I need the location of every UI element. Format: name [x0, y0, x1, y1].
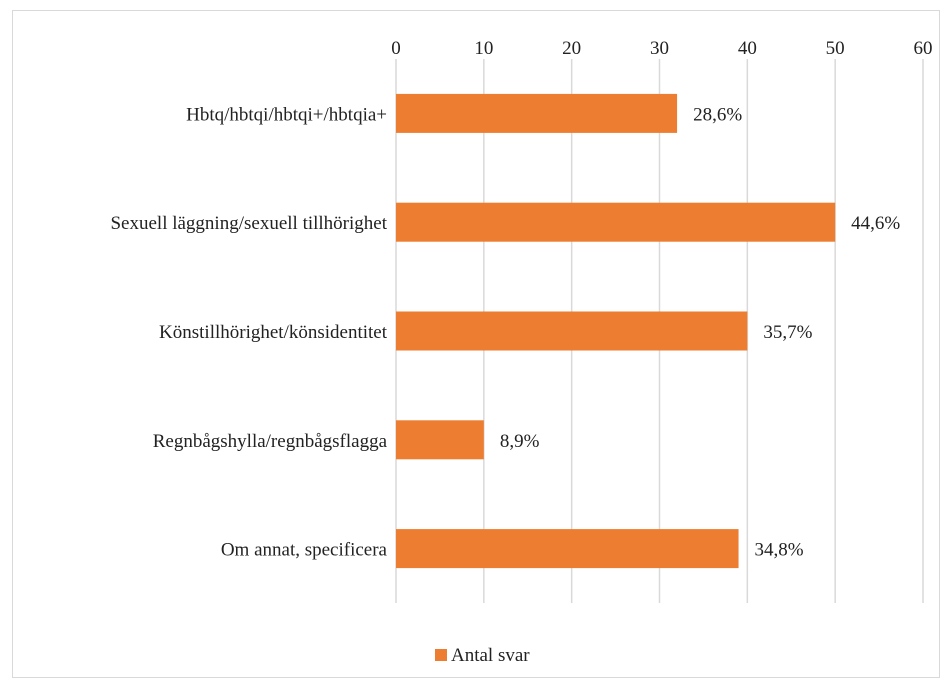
category-label: Hbtq/hbtqi/hbtqi+/hbtqia+	[186, 104, 387, 125]
category-label: Sexuell läggning/sexuell tillhörighet	[110, 213, 387, 234]
x-tick-label: 20	[562, 38, 581, 59]
bars	[396, 93, 836, 569]
horizontal-bar-chart: 0 10 20 30 40 50 60 Hbtq/hbtqi/hbtqi+/hbtqia+ S…	[110, 38, 932, 666]
x-tick-label: 40	[738, 38, 757, 59]
x-tick-label: 10	[474, 38, 493, 59]
bar	[396, 93, 678, 133]
data-label: 34,8%	[755, 540, 804, 561]
x-tick-label: 60	[914, 38, 933, 59]
category-labels: Hbtq/hbtqi/hbtqi+/hbtqia+ Sexuell läggnin…	[110, 104, 387, 560]
bar	[396, 202, 836, 242]
legend-swatch	[435, 649, 447, 661]
data-labels: 28,6% 44,6% 35,7% 8,9% 34,8%	[500, 104, 901, 560]
category-label: Om annat, specificera	[221, 540, 388, 561]
chart-frame: 0 10 20 30 40 50 60 Hbtq/hbtqi/hbtqi+/hbtqia+ S…	[12, 10, 940, 678]
legend-label: Antal svar	[451, 645, 530, 666]
x-tick-label: 0	[391, 38, 401, 59]
category-label: Könstillhörighet/könsidentitet	[159, 322, 388, 343]
data-label: 44,6%	[851, 213, 900, 234]
legend: Antal svar	[435, 645, 530, 666]
data-label: 8,9%	[500, 431, 540, 452]
bar	[396, 311, 748, 351]
x-tick-label: 30	[650, 38, 669, 59]
category-label: Regnbågshylla/regnbågsflagga	[153, 431, 388, 452]
x-tick-label: 50	[826, 38, 845, 59]
bar	[396, 420, 484, 460]
x-axis-tick-labels: 0 10 20 30 40 50 60	[391, 38, 932, 59]
bar	[396, 529, 739, 569]
data-label: 28,6%	[693, 104, 742, 125]
data-label: 35,7%	[763, 322, 812, 343]
